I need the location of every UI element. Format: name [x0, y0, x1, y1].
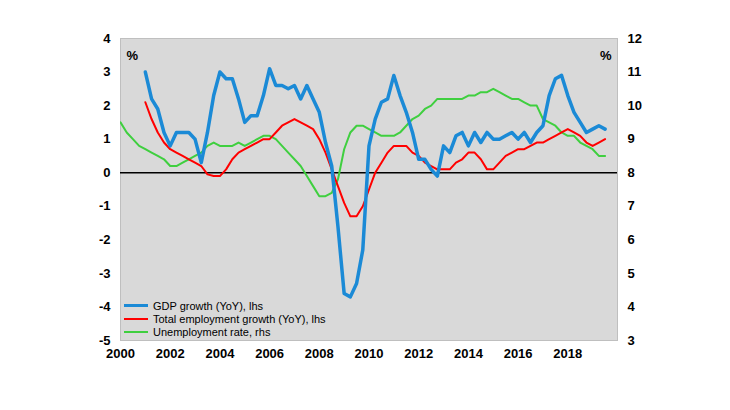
- svg-text:2006: 2006: [255, 346, 284, 361]
- svg-text:-2: -2: [99, 232, 111, 247]
- svg-text:2014: 2014: [454, 346, 484, 361]
- svg-text:2010: 2010: [355, 346, 384, 361]
- svg-text:5: 5: [628, 266, 635, 281]
- html-text:Total employment growth (YoY),: Total employment growth (YoY), lhs: [153, 312, 326, 325]
- svg-text:6: 6: [628, 232, 635, 247]
- svg-text:%: %: [600, 48, 612, 63]
- svg-text:12: 12: [628, 31, 642, 46]
- svg-text:4: 4: [628, 299, 636, 314]
- svg-text:2018: 2018: [553, 346, 582, 361]
- svg-text:3: 3: [103, 64, 110, 79]
- svg-text:1: 1: [103, 131, 110, 146]
- svg-text:10: 10: [628, 98, 642, 113]
- svg-text:2000: 2000: [106, 346, 135, 361]
- svg-text:2016: 2016: [504, 346, 533, 361]
- svg-text:4: 4: [103, 31, 111, 46]
- svg-text:9: 9: [628, 131, 635, 146]
- svg-text:2004: 2004: [205, 346, 235, 361]
- svg-text:2002: 2002: [156, 346, 185, 361]
- svg-text:-5: -5: [99, 333, 111, 348]
- html-text:Unemployment rate, rhs: Unemployment rate, rhs: [153, 325, 271, 338]
- svg-text:-4: -4: [99, 299, 111, 314]
- svg-text:0: 0: [103, 165, 110, 180]
- svg-text:-3: -3: [99, 266, 111, 281]
- svg-text:3: 3: [628, 333, 635, 348]
- html-text:GDP growth (YoY), lhs: GDP growth (YoY), lhs: [153, 299, 264, 312]
- svg-text:-1: -1: [99, 198, 111, 213]
- svg-text:%: %: [127, 48, 139, 63]
- svg-text:8: 8: [628, 165, 635, 180]
- svg-text:2: 2: [103, 98, 110, 113]
- svg-text:2008: 2008: [305, 346, 334, 361]
- svg-text:11: 11: [628, 64, 642, 79]
- svg-text:2012: 2012: [404, 346, 433, 361]
- svg-text:7: 7: [628, 198, 635, 213]
